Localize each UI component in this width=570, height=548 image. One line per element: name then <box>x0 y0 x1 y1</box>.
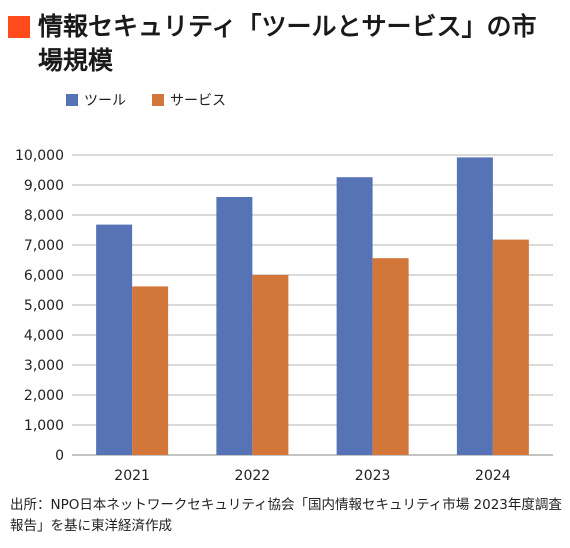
x-tick-label-2021: 2021 <box>114 468 150 484</box>
bar-サービス-2022 <box>252 275 289 455</box>
legend-label-0: ツール <box>84 93 126 109</box>
y-tick-label-7: 7,000 <box>24 238 64 254</box>
legend-swatch-0 <box>66 94 78 106</box>
bar-サービス-2024 <box>492 239 529 455</box>
y-tick-label-8: 8,000 <box>24 208 64 224</box>
bar-サービス-2021 <box>132 286 169 455</box>
y-tick-label-9: 9,000 <box>24 178 64 194</box>
source-note: 出所：NPO日本ネットワークセキュリティ協会「国内情報セキュリティ市場 2023… <box>10 497 562 534</box>
bar-chart: ツール サービス 0 1,000 2,000 3,000 4,000 5,000 6,000 7,… <box>15 93 553 484</box>
bar-ツール-2024 <box>456 157 493 455</box>
y-tick-label-1: 1,000 <box>24 418 64 434</box>
y-tick-label-4: 4,000 <box>24 328 64 344</box>
bar-サービス-2023 <box>372 258 409 455</box>
title-block: 情報セキュリティ「ツールとサービス」の市場規模 <box>8 10 560 78</box>
y-tick-label-3: 3,000 <box>24 358 64 374</box>
y-tick-label-2: 2,000 <box>24 388 64 404</box>
x-tick-label-2023: 2023 <box>355 468 391 484</box>
legend-swatch-1 <box>152 94 164 106</box>
x-tick-label-2022: 2022 <box>235 468 271 484</box>
y-tick-label-6: 6,000 <box>24 268 64 284</box>
y-tick-label-0: 0 <box>55 448 64 464</box>
y-tick-label-5: 5,000 <box>24 298 64 314</box>
legend-label-1: サービス <box>170 93 226 109</box>
chart-title: 情報セキュリティ「ツールとサービス」の市場規模 <box>38 12 537 75</box>
legend: ツール サービス <box>66 93 226 109</box>
bar-ツール-2023 <box>336 177 373 455</box>
x-tick-label-2024: 2024 <box>475 468 511 484</box>
bar-ツール-2021 <box>96 224 133 455</box>
title-marker <box>8 16 30 38</box>
y-tick-label-10: 10,000 <box>15 148 64 164</box>
bar-ツール-2022 <box>216 197 253 455</box>
